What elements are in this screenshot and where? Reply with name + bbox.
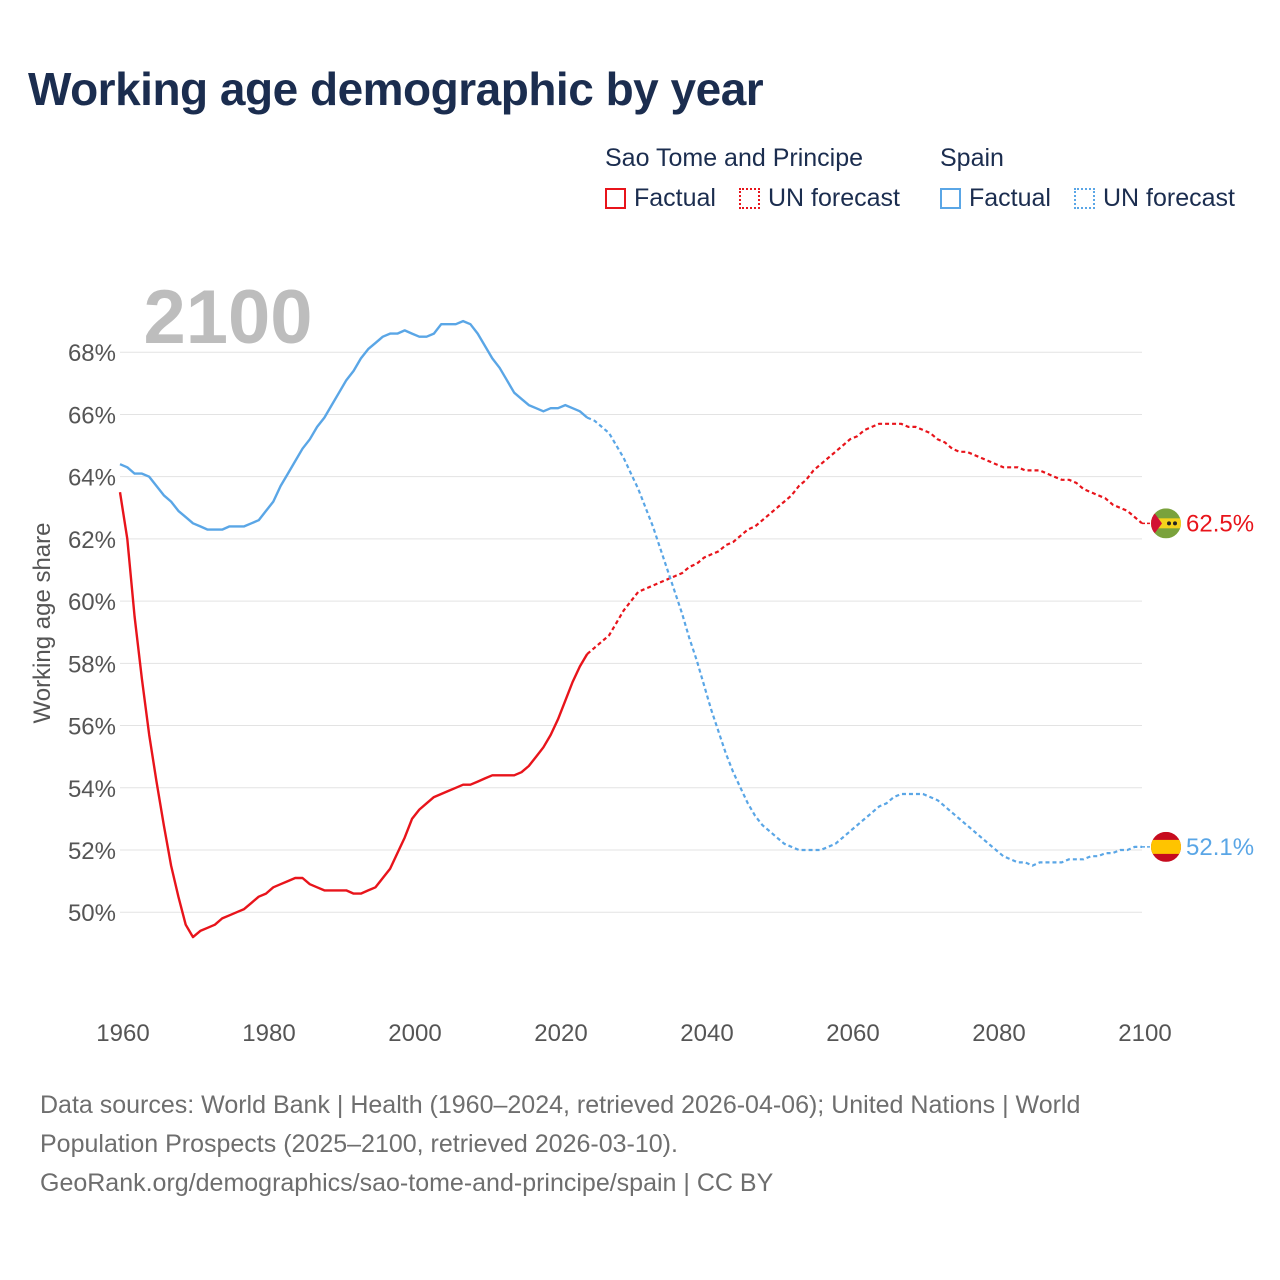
legend-swatch-solid-red	[605, 188, 626, 209]
legend-label: Factual	[634, 184, 716, 212]
spain-flag-icon	[1151, 831, 1181, 862]
y-tick-label: 68%	[68, 340, 116, 367]
footer-sources-line2: Population Prospects (2025–2100, retriev…	[40, 1130, 678, 1158]
series-line-spain-factual	[119, 319, 588, 531]
legend-label: UN forecast	[768, 184, 900, 212]
y-tick-label: 66%	[68, 402, 116, 429]
year-watermark: 2100	[143, 275, 312, 360]
y-tick-label: 54%	[68, 776, 116, 803]
y-axis-label: Working age share	[29, 523, 56, 724]
x-tick-label: 2040	[680, 1020, 733, 1047]
chart-title: Working age demographic by year	[28, 63, 764, 115]
legend-swatch-dotted-red	[739, 188, 760, 209]
footer: Data sources: World Bank | Health (1960–…	[40, 1086, 1240, 1203]
end-value-label-sao-tome: 62.5%	[1186, 510, 1254, 537]
end-value-label-spain: 52.1%	[1186, 834, 1254, 861]
sao-tome-flag-icon	[1151, 508, 1181, 539]
series-line-sao-tome-forecast	[586, 422, 1143, 655]
legend-item-sao-tome-forecast[interactable]: UN forecast	[739, 184, 900, 213]
y-tick-label: 64%	[68, 465, 116, 492]
x-tick-label: 1960	[96, 1020, 149, 1047]
y-tick-label: 60%	[68, 589, 116, 616]
series-lines	[118, 319, 1143, 939]
legend-group-spain: Spain	[940, 144, 1004, 172]
end-markers: 62.5% 52.1%	[1142, 508, 1254, 862]
footer-sources-line1: Data sources: World Bank | Health (1960–…	[40, 1091, 1081, 1119]
line-chart: 2100 50% 52% 54% 56% 58% 60% 62% 64% 66% 68% 1960…	[29, 275, 1254, 1047]
x-tick-label: 2080	[972, 1020, 1025, 1047]
x-tick-label: 2000	[388, 1020, 441, 1047]
series-line-spain-forecast	[586, 416, 1142, 867]
y-tick-label: 50%	[68, 900, 116, 927]
y-axis-ticks: 50% 52% 54% 56% 58% 60% 62% 64% 66% 68%	[68, 340, 116, 927]
x-tick-label: 2060	[826, 1020, 879, 1047]
legend-label: UN forecast	[1103, 184, 1235, 212]
legend-item-sao-tome-factual[interactable]: Factual	[605, 184, 716, 213]
y-tick-label: 62%	[68, 527, 116, 554]
footer-attribution: GeoRank.org/demographics/sao-tome-and-pr…	[40, 1169, 774, 1197]
legend-label: Factual	[969, 184, 1051, 212]
legend-swatch-solid-blue	[940, 188, 961, 209]
legend-swatch-dotted-blue	[1074, 188, 1095, 209]
grid-lines	[120, 351, 1142, 913]
x-tick-label: 1980	[242, 1020, 295, 1047]
y-tick-label: 52%	[68, 838, 116, 865]
series-line-sao-tome-factual	[118, 492, 589, 939]
legend-group-sao-tome: Sao Tome and Principe	[605, 144, 864, 172]
x-tick-label: 2020	[534, 1020, 587, 1047]
y-tick-label: 56%	[68, 714, 116, 741]
legend-item-spain-forecast[interactable]: UN forecast	[1074, 184, 1235, 213]
x-tick-label: 2100	[1118, 1020, 1171, 1047]
y-tick-label: 58%	[68, 651, 116, 678]
x-axis-ticks: 1960 1980 2000 2020 2040 2060 2080 2100	[96, 1020, 1171, 1047]
legend-item-spain-factual[interactable]: Factual	[940, 184, 1051, 213]
